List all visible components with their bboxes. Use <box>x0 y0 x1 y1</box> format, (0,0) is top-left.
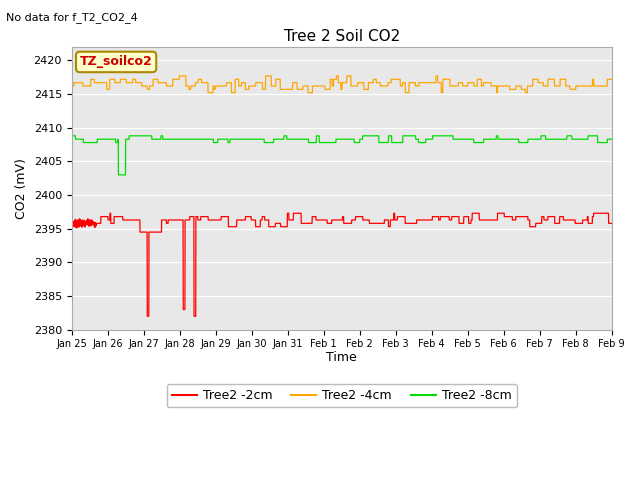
Tree2 -4cm <box>608 76 616 82</box>
Tree2 -4cm <box>68 83 76 89</box>
Tree2 -4cm <box>175 73 183 79</box>
Tree2 -2cm <box>143 313 151 319</box>
Line: Tree2 -2cm: Tree2 -2cm <box>72 213 612 316</box>
Tree2 -4cm <box>459 80 467 85</box>
Legend: Tree2 -2cm, Tree2 -4cm, Tree2 -8cm: Tree2 -2cm, Tree2 -4cm, Tree2 -8cm <box>166 384 516 407</box>
Text: No data for f_T2_CO2_4: No data for f_T2_CO2_4 <box>6 12 138 23</box>
Tree2 -8cm <box>68 133 76 139</box>
Tree2 -8cm <box>179 136 186 142</box>
Tree2 -4cm <box>525 83 533 89</box>
Title: Tree 2 Soil CO2: Tree 2 Soil CO2 <box>284 29 400 44</box>
Tree2 -2cm <box>179 217 186 223</box>
Tree2 -2cm <box>68 217 76 223</box>
Tree2 -2cm <box>493 217 501 223</box>
Tree2 -2cm <box>106 210 114 216</box>
Tree2 -8cm <box>493 133 500 139</box>
Tree2 -4cm <box>493 90 501 96</box>
Tree2 -2cm <box>459 220 467 226</box>
Tree2 -8cm <box>602 140 610 145</box>
Tree2 -8cm <box>525 136 533 142</box>
Tree2 -4cm <box>411 80 419 85</box>
Y-axis label: CO2 (mV): CO2 (mV) <box>15 158 28 219</box>
Line: Tree2 -8cm: Tree2 -8cm <box>72 136 612 175</box>
Line: Tree2 -4cm: Tree2 -4cm <box>72 76 612 93</box>
Tree2 -2cm <box>602 210 610 216</box>
Tree2 -2cm <box>608 220 616 226</box>
Tree2 -8cm <box>115 172 122 178</box>
Tree2 -8cm <box>459 136 467 142</box>
Tree2 -8cm <box>411 133 419 139</box>
Tree2 -4cm <box>204 90 212 96</box>
Tree2 -2cm <box>525 217 533 223</box>
Tree2 -4cm <box>602 83 610 89</box>
X-axis label: Time: Time <box>326 351 357 364</box>
Tree2 -2cm <box>411 220 419 226</box>
Tree2 -4cm <box>179 73 186 79</box>
Text: TZ_soilco2: TZ_soilco2 <box>80 55 152 69</box>
Tree2 -8cm <box>608 136 616 142</box>
